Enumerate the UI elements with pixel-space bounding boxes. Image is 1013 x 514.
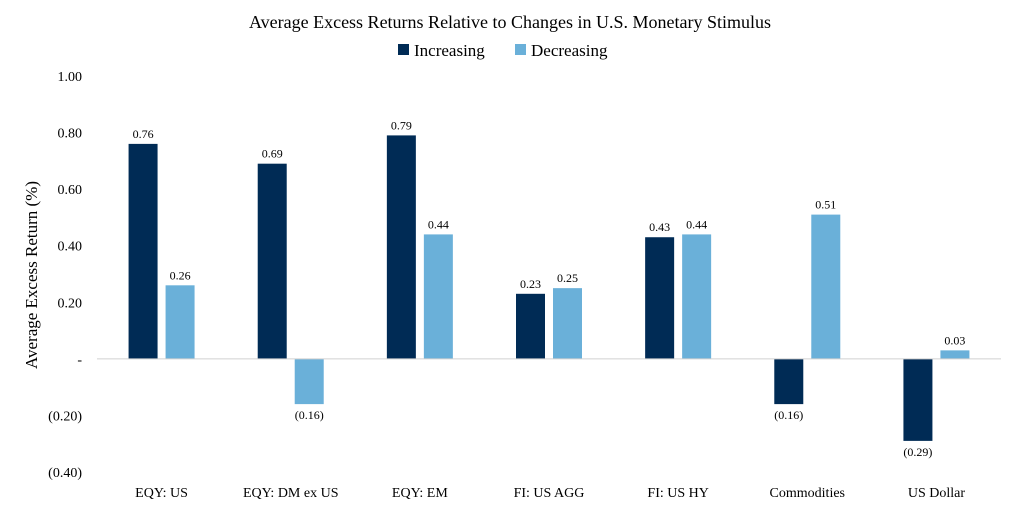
x-axis-labels: EQY: US EQY: DM ex US EQY: EM FI: US AGG FI:… <box>135 486 965 501</box>
chart-title: Average Excess Returns Relative to Chang… <box>249 12 771 32</box>
data-labels: 0.76 0.26 0.69 (0.16) 0.79 0.44 0.23 0.25 0.43 0.… <box>133 118 966 458</box>
y-tick-label: (0.40) <box>48 466 82 481</box>
data-label: (0.16) <box>295 408 324 422</box>
legend: Increasing Decreasing <box>398 41 608 60</box>
data-label: 0.26 <box>170 268 191 282</box>
x-tick-label: EQY: DM ex US <box>243 486 339 501</box>
data-label: (0.29) <box>903 445 932 459</box>
y-tick-label: 0.60 <box>58 183 83 198</box>
bar <box>774 358 804 405</box>
x-tick-label: EQY: US <box>135 486 188 501</box>
data-label: 0.43 <box>649 220 670 234</box>
y-tick-label: 0.40 <box>58 240 83 255</box>
bar <box>903 358 933 441</box>
legend-label: Decreasing <box>531 41 608 60</box>
legend-label: Increasing <box>414 41 485 60</box>
bar <box>257 163 287 359</box>
bar <box>294 358 324 405</box>
data-label: 0.23 <box>520 277 541 291</box>
bar <box>811 214 841 359</box>
y-tick-label: - <box>77 353 82 368</box>
data-label: (0.16) <box>774 408 803 422</box>
bar <box>128 143 158 359</box>
bars <box>128 135 970 441</box>
bar <box>553 288 582 359</box>
bar <box>165 285 195 359</box>
y-tick-label: 1.00 <box>58 70 83 85</box>
data-label: 0.44 <box>686 217 707 231</box>
legend-item: Decreasing <box>515 41 608 60</box>
bar <box>423 234 453 359</box>
x-tick-label: Commodities <box>770 486 845 501</box>
x-tick-label: FI: US AGG <box>514 486 585 501</box>
data-label: 0.25 <box>557 271 578 285</box>
data-label: 0.51 <box>815 198 836 212</box>
bar <box>682 234 712 359</box>
legend-swatch <box>515 44 526 55</box>
bar <box>516 293 545 359</box>
data-label: 0.76 <box>133 127 154 141</box>
bar <box>386 135 416 359</box>
x-tick-label: EQY: EM <box>392 486 448 501</box>
x-tick-label: US Dollar <box>908 486 966 501</box>
bar <box>645 237 675 359</box>
legend-swatch <box>398 44 409 55</box>
y-tick-label: (0.20) <box>48 409 82 424</box>
bar <box>940 350 970 359</box>
y-tick-label: 0.80 <box>58 127 83 142</box>
data-label: 0.79 <box>391 118 412 132</box>
data-label: 0.69 <box>262 147 283 161</box>
y-axis-ticks: 1.00 0.80 0.60 0.40 0.20 - (0.20) (0.40) <box>48 70 82 481</box>
y-axis-label: Average Excess Return (%) <box>22 181 41 369</box>
x-tick-label: FI: US HY <box>647 486 708 501</box>
legend-item: Increasing <box>398 41 485 60</box>
data-label: 0.03 <box>944 333 965 347</box>
data-label: 0.44 <box>428 217 449 231</box>
y-tick-label: 0.20 <box>58 296 83 311</box>
